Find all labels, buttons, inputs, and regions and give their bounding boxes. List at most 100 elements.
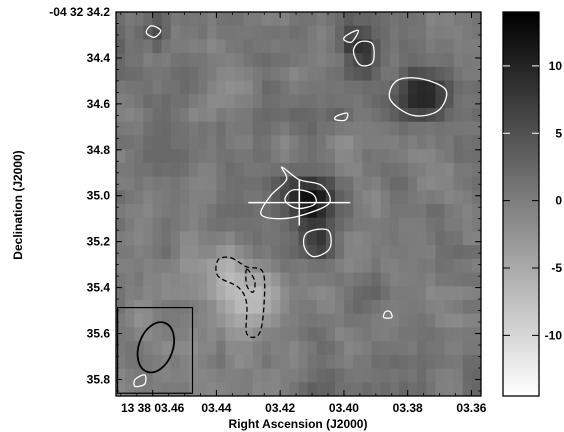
- heatmap-cell: [326, 122, 336, 136]
- heatmap-cell: [463, 273, 473, 287]
- heatmap-cell: [299, 259, 309, 273]
- heatmap-cell: [216, 300, 226, 314]
- heatmap-cell: [253, 286, 263, 300]
- heatmap-cell: [226, 327, 236, 341]
- heatmap-cell: [326, 273, 336, 287]
- heatmap-cell: [317, 67, 327, 81]
- heatmap-cell: [143, 12, 153, 26]
- heatmap-cell: [235, 108, 245, 122]
- heatmap-cell: [317, 327, 327, 341]
- heatmap-cell: [390, 245, 400, 259]
- heatmap-cell: [317, 163, 327, 177]
- heatmap-cell: [207, 286, 217, 300]
- heatmap-cell: [143, 94, 153, 108]
- heatmap-cell: [372, 314, 382, 328]
- heatmap-cell: [299, 149, 309, 163]
- heatmap-cell: [335, 26, 345, 40]
- heatmap-cell: [125, 341, 135, 355]
- heatmap-cell: [326, 53, 336, 67]
- heatmap-cell: [390, 190, 400, 204]
- heatmap-cell: [289, 369, 299, 383]
- heatmap-cell: [253, 259, 263, 273]
- heatmap-cell: [472, 26, 482, 40]
- heatmap-cell: [463, 355, 473, 369]
- heatmap-cell: [235, 300, 245, 314]
- heatmap-cell: [463, 190, 473, 204]
- heatmap-cell: [162, 190, 172, 204]
- heatmap-cell: [153, 273, 163, 287]
- heatmap-cell: [180, 190, 190, 204]
- heatmap-cell: [463, 108, 473, 122]
- heatmap-cell: [162, 163, 172, 177]
- heatmap-cell: [335, 53, 345, 67]
- heatmap-cell: [408, 204, 418, 218]
- x-axis-label: Right Ascension (J2000): [229, 417, 368, 431]
- heatmap-cell: [408, 355, 418, 369]
- heatmap-cell: [198, 231, 208, 245]
- heatmap-cell: [372, 149, 382, 163]
- heatmap-cell: [426, 259, 436, 273]
- heatmap-cell: [153, 204, 163, 218]
- heatmap-cell: [381, 369, 391, 383]
- heatmap-cell: [362, 177, 372, 191]
- heatmap-cell: [280, 341, 290, 355]
- heatmap-cell: [143, 341, 153, 355]
- heatmap-cell: [353, 177, 363, 191]
- heatmap-cell: [180, 286, 190, 300]
- heatmap-cell: [189, 67, 199, 81]
- heatmap-cell: [335, 382, 345, 396]
- heatmap-cell: [335, 300, 345, 314]
- heatmap-cell: [207, 122, 217, 136]
- heatmap-cell: [472, 122, 482, 136]
- heatmap-cell: [426, 314, 436, 328]
- heatmap-cell: [408, 190, 418, 204]
- heatmap-cell: [198, 177, 208, 191]
- heatmap-cell: [180, 245, 190, 259]
- heatmap-cell: [454, 314, 464, 328]
- heatmap-cell: [207, 149, 217, 163]
- heatmap-cell: [353, 273, 363, 287]
- heatmap-cell: [253, 26, 263, 40]
- heatmap-cell: [426, 355, 436, 369]
- heatmap-cell: [463, 135, 473, 149]
- heatmap-cell: [244, 369, 254, 383]
- heatmap-cell: [262, 231, 272, 245]
- heatmap-cell: [417, 190, 427, 204]
- heatmap-cell: [271, 135, 281, 149]
- heatmap-cell: [226, 108, 236, 122]
- heatmap-cell: [280, 204, 290, 218]
- heatmap-cell: [198, 12, 208, 26]
- heatmap-cell: [454, 300, 464, 314]
- heatmap-cell: [308, 53, 318, 67]
- heatmap-cell: [198, 382, 208, 396]
- heatmap-cell: [372, 327, 382, 341]
- heatmap-cell: [253, 53, 263, 67]
- heatmap-cell: [426, 273, 436, 287]
- heatmap-cell: [198, 94, 208, 108]
- heatmap-cell: [399, 94, 409, 108]
- heatmap-cell: [381, 218, 391, 232]
- heatmap-cell: [445, 218, 455, 232]
- heatmap-cell: [417, 369, 427, 383]
- heatmap-cell: [189, 108, 199, 122]
- heatmap-cell: [299, 355, 309, 369]
- heatmap-cell: [426, 39, 436, 53]
- heatmap-cell: [445, 314, 455, 328]
- heatmap-cell: [399, 149, 409, 163]
- heatmap-cell: [143, 122, 153, 136]
- heatmap-cell: [134, 231, 144, 245]
- heatmap-cell: [289, 26, 299, 40]
- heatmap-cell: [408, 12, 418, 26]
- heatmap-cell: [362, 163, 372, 177]
- heatmap-cell: [408, 122, 418, 136]
- heatmap-cell: [454, 341, 464, 355]
- heatmap-cell: [280, 163, 290, 177]
- heatmap-cell: [353, 314, 363, 328]
- heatmap-cell: [399, 231, 409, 245]
- heatmap-cell: [390, 327, 400, 341]
- heatmap-cell: [417, 26, 427, 40]
- heatmap-cell: [463, 26, 473, 40]
- heatmap-cell: [326, 314, 336, 328]
- heatmap-cell: [299, 382, 309, 396]
- heatmap-cell: [308, 94, 318, 108]
